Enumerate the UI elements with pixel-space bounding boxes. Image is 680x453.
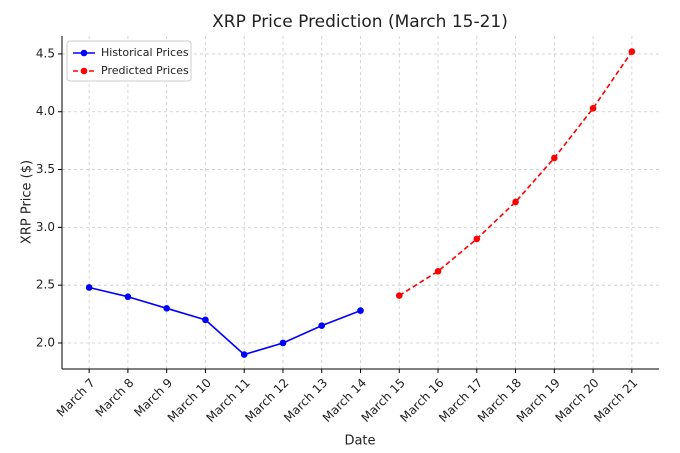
y-tick-label: 3.0 <box>36 220 55 234</box>
point <box>279 339 287 347</box>
point <box>434 267 442 275</box>
y-tick-label: 3.5 <box>36 162 55 176</box>
point <box>85 284 93 291</box>
y-tick-label: 4.0 <box>36 104 55 118</box>
y-tick-label: 2.0 <box>36 335 55 349</box>
y-tick-label: 2.5 <box>36 278 55 292</box>
point <box>628 48 636 55</box>
point <box>163 304 170 312</box>
point <box>589 104 597 112</box>
legend-label: Predicted Prices <box>101 64 189 77</box>
point <box>240 351 248 358</box>
point <box>512 198 519 206</box>
chart-title: XRP Price Prediction (March 15-21) <box>212 12 508 32</box>
legend-marker <box>80 49 88 57</box>
point <box>357 307 364 314</box>
y-tick-label: 4.5 <box>36 46 55 60</box>
legend-label: Historical Prices <box>101 46 189 59</box>
point <box>551 154 558 162</box>
x-axis-label: Date <box>344 434 375 449</box>
point <box>473 235 481 243</box>
point <box>318 322 326 329</box>
series-line <box>88 286 361 356</box>
legend-box <box>66 40 192 82</box>
x-tick-label: March 7 <box>54 376 98 420</box>
legend-marker <box>80 67 88 75</box>
point <box>395 292 403 299</box>
point <box>124 293 132 301</box>
point <box>202 316 209 324</box>
x-tick-label: March 8 <box>93 376 137 420</box>
y-axis-label: XRP Price ($) <box>20 160 35 244</box>
